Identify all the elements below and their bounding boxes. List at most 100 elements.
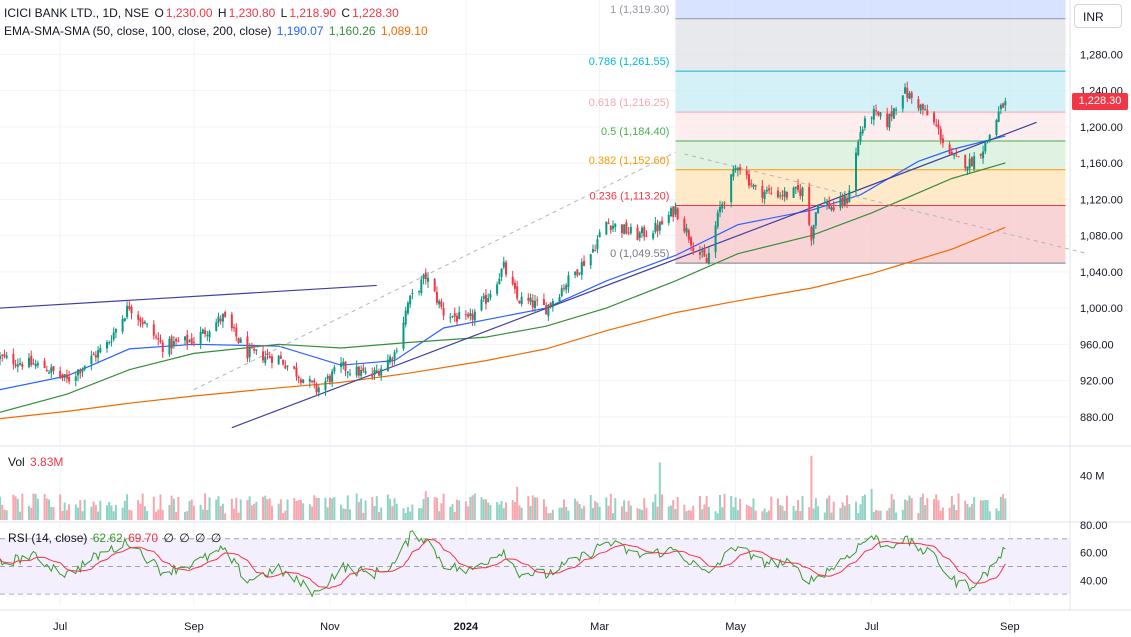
candle (690, 236, 693, 251)
candle (908, 91, 911, 100)
candle-body (83, 365, 86, 370)
candle-body (636, 227, 639, 241)
candle (973, 152, 976, 172)
volume-label[interactable]: Vol (8, 455, 25, 469)
candle-body (643, 227, 646, 237)
volume-bar (984, 499, 987, 520)
candle (395, 347, 398, 354)
volume-bar (763, 508, 766, 520)
candle-body (877, 111, 880, 115)
volume-bar (59, 494, 62, 520)
volume-bar (121, 507, 124, 520)
volume-bar (904, 499, 907, 520)
candle-body (614, 223, 617, 228)
candle-body (605, 221, 608, 235)
candle (170, 334, 173, 355)
volume-bar (266, 499, 269, 520)
candle-body (627, 232, 630, 234)
candle (638, 230, 641, 242)
volume-bar (386, 494, 389, 520)
candle-body (155, 336, 158, 338)
candle-body (328, 375, 331, 382)
candle (529, 293, 532, 306)
volume-bar (406, 507, 409, 520)
candle (761, 180, 764, 203)
volume-bar (935, 494, 938, 520)
candle (948, 141, 951, 155)
candle-body (81, 368, 84, 372)
candle-body (74, 376, 77, 381)
volume-bar (364, 500, 367, 520)
volume-bar (848, 504, 851, 520)
candle-body (734, 167, 737, 170)
candle-body (576, 269, 579, 276)
candle (108, 340, 111, 345)
volume-bar (623, 500, 626, 520)
volume-bar (574, 498, 577, 520)
candle-body (424, 272, 427, 280)
volume-bar (872, 511, 875, 520)
candle-body (199, 331, 202, 344)
candle-body (422, 274, 425, 279)
candle-body (317, 387, 320, 393)
ma50-value: 1,190.07 (276, 24, 324, 38)
volume-bar (652, 502, 655, 520)
candle-body (781, 195, 784, 197)
candle (982, 145, 985, 164)
fibonacci-retracement[interactable]: 0 (1,049.55) 0.236 (1,113.20) 0.382 (1,152… (589, 0, 1066, 264)
volume-bar (518, 505, 521, 520)
candle (596, 235, 599, 254)
candle (375, 364, 378, 374)
trend-lines[interactable] (0, 121, 1088, 429)
symbol-title[interactable]: ICICI BANK LTD., 1D, NSE (4, 6, 150, 20)
candle-body (707, 252, 710, 264)
volume-bar (830, 512, 833, 520)
candle-body (106, 342, 108, 349)
volume-bar (391, 506, 394, 520)
volume-bar (52, 507, 55, 520)
candle-body (513, 282, 516, 289)
candle (68, 370, 71, 385)
candle (843, 191, 846, 208)
volume-bar (449, 506, 452, 520)
volume-bar (172, 498, 175, 520)
volume-bar (380, 507, 383, 520)
candle (558, 294, 561, 305)
candle (453, 307, 456, 322)
candle (208, 329, 211, 343)
volume-bar (355, 493, 358, 520)
candle (562, 283, 565, 292)
volume-bar (255, 501, 258, 520)
candle (703, 244, 706, 258)
indicator-name[interactable]: EMA-SMA-SMA (50, close, 100, close, 200,… (4, 24, 272, 38)
volume-bar (629, 505, 632, 520)
candle-body (607, 223, 610, 225)
candle-body (59, 370, 62, 378)
volume-bar (184, 511, 187, 520)
candle-body (895, 109, 898, 111)
candle-body (549, 302, 552, 306)
currency-button[interactable]: INR (1074, 4, 1122, 28)
candle (433, 277, 436, 293)
volume-bar (955, 510, 958, 520)
candle (199, 326, 202, 349)
candle (792, 186, 795, 198)
volume-bar (690, 510, 693, 520)
volume-bar (765, 512, 768, 520)
candle-body (875, 110, 878, 112)
candle (324, 377, 327, 396)
volume-bar (123, 500, 126, 520)
volume-bar (221, 503, 224, 520)
candle-body (748, 174, 750, 186)
candle (654, 216, 657, 234)
candle-body (527, 297, 530, 301)
candle-body (955, 153, 958, 155)
rsi-label[interactable]: RSI (14, close) (8, 531, 88, 545)
candle-body (188, 340, 191, 342)
candle (128, 300, 131, 311)
candle-body (362, 367, 365, 371)
candle (997, 106, 1000, 123)
candle-body (233, 327, 236, 329)
volume-bar (797, 499, 800, 520)
